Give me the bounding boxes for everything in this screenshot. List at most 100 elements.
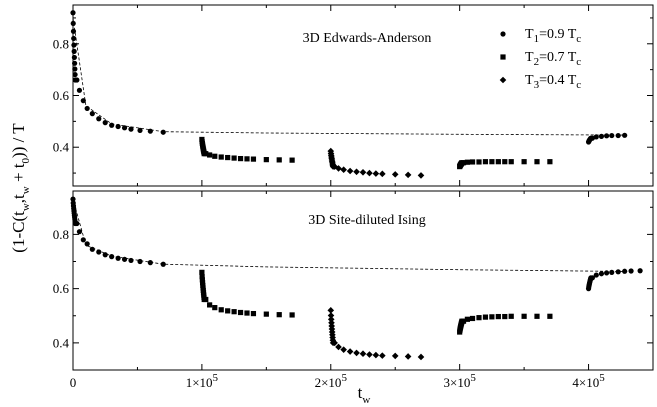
data-point <box>609 132 615 139</box>
data-point <box>76 87 83 93</box>
data-point <box>331 339 338 347</box>
data-point <box>96 249 102 255</box>
legend-marker <box>499 76 507 84</box>
data-point <box>335 165 342 172</box>
data-point <box>231 155 237 161</box>
data-point <box>237 155 244 162</box>
data-point <box>469 315 476 322</box>
legend-label: T1=0.9 Tc <box>525 27 581 45</box>
data-point <box>160 129 166 135</box>
data-point <box>70 20 76 27</box>
data-point <box>502 313 508 320</box>
data-point <box>203 296 209 303</box>
data-point <box>263 157 269 163</box>
legend-label: T2=0.7 Tc <box>525 50 581 68</box>
y-tick-label: 0.6 <box>53 281 70 296</box>
y-tick-label: 0.6 <box>53 88 70 103</box>
data-point <box>96 116 102 122</box>
data-point <box>212 305 218 311</box>
data-point <box>89 111 95 117</box>
series-segment <box>585 132 628 145</box>
data-point <box>70 10 76 16</box>
data-point <box>615 132 621 139</box>
data-point <box>71 48 77 54</box>
y-tick-label: 0.8 <box>53 36 69 51</box>
data-point <box>521 313 527 319</box>
data-point <box>71 35 77 42</box>
series-segment <box>199 269 295 318</box>
data-point <box>346 167 354 175</box>
data-point <box>128 126 134 132</box>
data-point <box>289 312 295 318</box>
data-point <box>366 351 373 358</box>
data-point <box>628 268 634 274</box>
data-point <box>212 153 218 159</box>
data-point <box>84 241 90 247</box>
y-tick-label: 0.4 <box>53 140 70 155</box>
data-point <box>417 353 425 361</box>
data-point <box>121 256 128 262</box>
data-point <box>71 54 77 61</box>
data-point <box>353 349 360 357</box>
panel-edwards-anderson: 0.4 0.6 0.8 3D Edwards-Anderson T1=0.9 Tc T2=… <box>53 4 654 187</box>
data-point <box>70 196 76 202</box>
x-axis-label: tw <box>358 383 371 406</box>
data-point <box>218 154 224 160</box>
data-point <box>74 77 80 83</box>
data-point <box>225 154 231 161</box>
data-point <box>137 258 143 265</box>
data-point <box>534 159 540 165</box>
data-point <box>534 313 540 319</box>
data-point <box>547 159 553 165</box>
data-point <box>327 307 335 314</box>
data-point <box>72 60 78 66</box>
data-point <box>379 352 386 359</box>
data-point <box>391 171 399 178</box>
data-point <box>72 66 78 72</box>
legend-label: T3=0.4 Tc <box>525 73 581 91</box>
data-point <box>366 169 373 177</box>
series-segment <box>199 136 295 163</box>
data-point <box>589 275 596 281</box>
data-point <box>417 172 425 179</box>
data-point <box>84 105 90 112</box>
data-point <box>244 156 250 162</box>
series-segment <box>327 147 425 179</box>
data-point <box>121 125 128 131</box>
data-point <box>74 220 80 227</box>
data-point <box>593 134 599 140</box>
data-point <box>604 133 610 139</box>
series-segment <box>457 159 553 170</box>
data-point <box>340 346 347 353</box>
data-point <box>404 171 412 179</box>
data-point <box>160 261 166 267</box>
panel-title: 3D Site-diluted Ising <box>308 213 425 228</box>
x-tick-label: 4×105 <box>572 372 605 390</box>
data-point <box>609 269 615 275</box>
y-tick-label: 0.8 <box>53 227 69 242</box>
data-point <box>495 313 501 320</box>
series-segment <box>70 196 166 267</box>
series-segment <box>327 307 425 361</box>
data-point <box>495 159 501 165</box>
data-point <box>80 98 86 104</box>
data-point <box>598 271 605 277</box>
series-segment <box>70 10 166 135</box>
data-point <box>460 160 467 166</box>
data-point <box>109 254 115 260</box>
data-point <box>476 315 482 321</box>
data-point <box>622 132 628 138</box>
x-tick-label: 3×105 <box>443 372 476 390</box>
data-point <box>489 314 495 320</box>
data-point <box>622 268 628 274</box>
x-tick-label: 0 <box>70 375 77 390</box>
data-point <box>547 313 553 319</box>
data-point <box>250 310 257 317</box>
data-point <box>89 246 95 252</box>
reference-curve <box>72 198 628 272</box>
data-point <box>637 268 643 274</box>
data-point <box>593 272 599 278</box>
data-point <box>147 260 153 266</box>
data-point <box>404 353 412 360</box>
data-point <box>70 28 77 34</box>
